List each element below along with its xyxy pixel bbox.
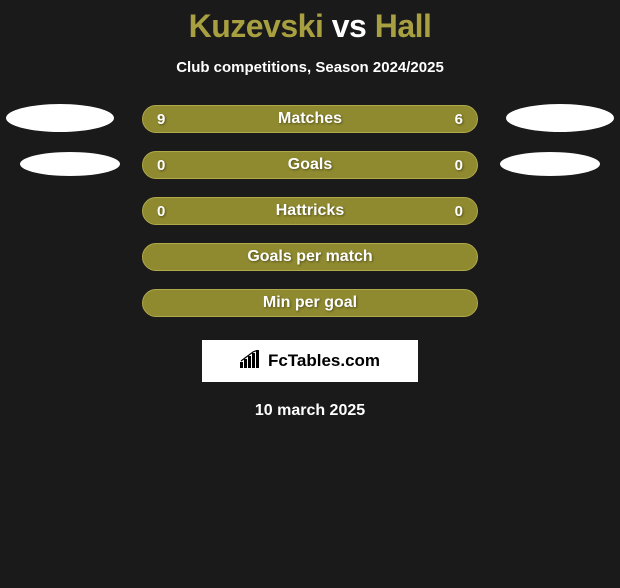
player2-name: Hall bbox=[375, 8, 432, 44]
stat-bar: 0 Goals 0 bbox=[142, 151, 478, 179]
stat-left-value: 9 bbox=[157, 111, 165, 128]
watermark-text: FcTables.com bbox=[268, 351, 380, 371]
stat-bar: Min per goal bbox=[142, 289, 478, 317]
ellipse-decoration bbox=[20, 152, 120, 176]
stat-row-matches: 9 Matches 6 bbox=[0, 104, 620, 134]
subtitle: Club competitions, Season 2024/2025 bbox=[0, 59, 620, 76]
stat-bar: 9 Matches 6 bbox=[142, 105, 478, 133]
stat-left-value: 0 bbox=[157, 157, 165, 174]
bar-chart-icon bbox=[240, 350, 262, 373]
watermark: FcTables.com bbox=[202, 340, 418, 382]
stat-right-value: 0 bbox=[455, 203, 463, 220]
stat-right-value: 0 bbox=[455, 157, 463, 174]
stat-row-goals-per-match: Goals per match bbox=[0, 242, 620, 272]
stat-label: Goals bbox=[288, 156, 332, 174]
player1-name: Kuzevski bbox=[189, 8, 324, 44]
stat-left-value: 0 bbox=[157, 203, 165, 220]
stat-label: Matches bbox=[278, 110, 342, 128]
stat-row-min-per-goal: Min per goal bbox=[0, 288, 620, 318]
ellipse-decoration bbox=[500, 152, 600, 176]
stat-right-value: 6 bbox=[455, 111, 463, 128]
date-text: 10 march 2025 bbox=[0, 402, 620, 420]
stats-container: 9 Matches 6 0 Goals 0 0 Hattricks 0 Goal… bbox=[0, 104, 620, 318]
stat-bar: Goals per match bbox=[142, 243, 478, 271]
vs-text: vs bbox=[332, 8, 367, 44]
stat-row-goals: 0 Goals 0 bbox=[0, 150, 620, 180]
stat-label: Min per goal bbox=[263, 294, 357, 312]
stat-label: Hattricks bbox=[276, 202, 344, 220]
stat-row-hattricks: 0 Hattricks 0 bbox=[0, 196, 620, 226]
stat-label: Goals per match bbox=[247, 248, 372, 266]
ellipse-decoration bbox=[506, 104, 614, 132]
comparison-title: Kuzevski vs Hall bbox=[0, 8, 620, 45]
stat-bar: 0 Hattricks 0 bbox=[142, 197, 478, 225]
ellipse-decoration bbox=[6, 104, 114, 132]
